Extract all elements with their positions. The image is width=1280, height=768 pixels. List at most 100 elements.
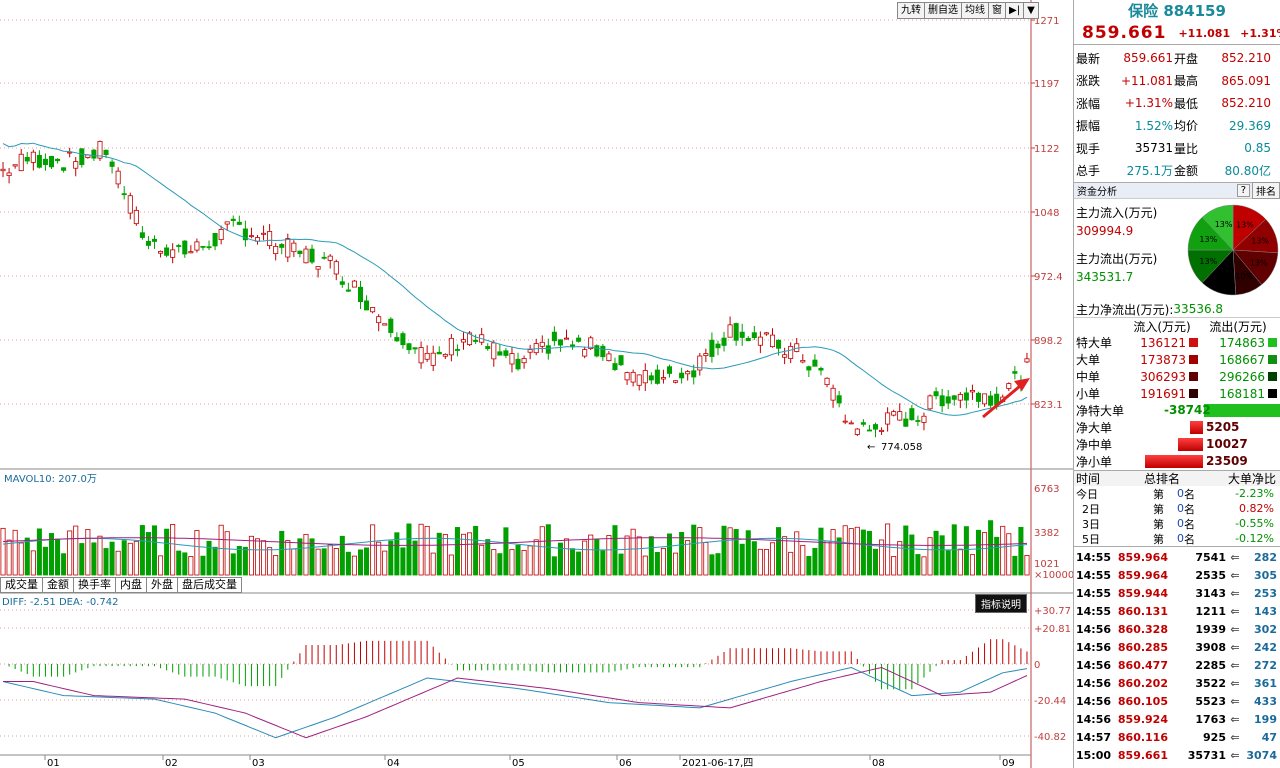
candle-body	[776, 339, 782, 349]
candle-body	[745, 337, 751, 342]
candle-body	[357, 286, 364, 302]
tick-time: 14:55	[1076, 550, 1112, 564]
volume-bar	[151, 525, 158, 576]
main-inflow-value: 309994.9	[1076, 224, 1134, 238]
volume-bar	[939, 535, 945, 576]
volume-bar	[982, 532, 988, 576]
quote-value: 0.85	[1244, 141, 1271, 156]
tick-list[interactable]: 14:55 859.964 7541 ⇐ 282 14:55 859.964 2535 ⇐ 305…	[1074, 547, 1280, 764]
col-outflow: 流出(万元)	[1209, 319, 1267, 334]
macd-help-button[interactable]: 指标说明	[975, 594, 1027, 613]
candle-body	[945, 396, 951, 404]
quote-panel: 保险 884159 859.661 +11.081 +1.31% 最新 859.6…	[1073, 0, 1280, 768]
macd-tick-label: 0	[1034, 660, 1040, 671]
candle-body	[261, 232, 267, 235]
volume-bar	[933, 530, 939, 576]
tick-count: 272	[1254, 658, 1277, 672]
candle-body	[376, 316, 382, 324]
candle-body	[364, 300, 370, 311]
volume-bar	[206, 540, 212, 576]
tick-time: 14:56	[1076, 712, 1112, 726]
volume-bar	[527, 545, 533, 576]
tick-arrow-icon: ⇐	[1230, 730, 1240, 744]
volume-bar	[757, 548, 763, 576]
quote-label: 总手	[1076, 164, 1101, 179]
pie-label: 13%	[1199, 257, 1217, 266]
macd-tick-label: +30.77	[1034, 606, 1071, 617]
volume-bar	[860, 529, 866, 576]
tab-amount[interactable]: 金额	[43, 577, 74, 593]
volume-bar	[515, 544, 521, 576]
net-flow-value: 10027	[1206, 437, 1248, 451]
help-button[interactable]: ?	[1236, 184, 1250, 197]
tab-outer[interactable]: 外盘	[147, 577, 178, 593]
net-flow-row: 净小单 23509	[1074, 453, 1280, 470]
candle-body	[594, 345, 600, 357]
flow-in-swatch	[1189, 355, 1198, 364]
volume-bar	[1012, 555, 1018, 576]
volume-bar	[830, 529, 836, 576]
candle-body	[612, 363, 618, 370]
volume-bar	[509, 549, 515, 576]
tick-price: 860.477	[1117, 658, 1168, 672]
ma-button[interactable]: 均线	[962, 3, 989, 18]
rank-col-time: 时间	[1076, 472, 1101, 486]
candle-body	[67, 151, 73, 154]
tick-time: 14:57	[1076, 730, 1112, 744]
tab-inner[interactable]: 内盘	[116, 577, 147, 593]
date-tick-label: 09	[1002, 758, 1015, 768]
rank-prefix: 第	[1153, 502, 1164, 516]
remove-favorite-button[interactable]: 删自选	[925, 3, 962, 18]
volume-ma-line-2	[2, 537, 1028, 546]
volume-bar	[1006, 533, 1012, 576]
volume-bar	[812, 547, 818, 576]
net-flow-table: 净特大单 -38742 净大单 5205 净中单 10027 净小单 23509	[1074, 402, 1280, 470]
volume-bar	[642, 555, 648, 576]
net-flow-name: 净小单	[1076, 455, 1113, 469]
candle-body	[1006, 383, 1012, 389]
kline-chart-area[interactable]: ← 774.058 MAVOL10: 207.0万 DIFF: -2.51 DE…	[0, 0, 1073, 768]
candle-body	[533, 343, 539, 354]
rank-button[interactable]: 排名	[1252, 182, 1280, 199]
window-button[interactable]: 窗	[989, 3, 1006, 18]
dropdown-icon[interactable]: ▼	[1027, 5, 1035, 16]
tick-count: 302	[1254, 622, 1277, 636]
tab-after-hours[interactable]: 盘后成交量	[178, 577, 242, 593]
candle-body	[660, 377, 666, 380]
volume-bar	[491, 549, 497, 576]
volume-bar	[442, 534, 448, 576]
play-end-icon[interactable]: ▶|	[1006, 3, 1025, 18]
volume-bar	[357, 549, 364, 576]
flow-out-swatch	[1268, 372, 1277, 381]
volume-bar	[866, 530, 872, 576]
tab-turnover[interactable]: 换手率	[74, 577, 116, 593]
stock-title: 保险 884159	[1074, 0, 1280, 22]
tick-count: 3074	[1246, 748, 1277, 762]
quote-label: 开盘	[1174, 51, 1199, 66]
tick-row: 14:55 859.944 3143 ⇐ 253	[1074, 584, 1280, 602]
volume-bar	[915, 554, 921, 576]
flow-out-swatch	[1268, 338, 1277, 347]
volume-bar	[345, 551, 351, 576]
candle-body	[12, 164, 18, 167]
volume-tabs: 成交量 金额 换手率 内盘 外盘 盘后成交量	[0, 577, 242, 593]
quote-value: 1.52%	[1134, 118, 1173, 133]
volume-bar	[188, 556, 194, 576]
flow-name: 大单	[1076, 353, 1101, 367]
tick-arrow-icon: ⇐	[1230, 712, 1240, 726]
candle-body	[145, 240, 151, 246]
candle-body	[315, 266, 321, 270]
candle-body	[1012, 371, 1018, 374]
candle-body	[388, 318, 394, 333]
rank-prefix: 第	[1153, 517, 1164, 531]
quote-label: 最新	[1076, 51, 1101, 66]
tab-volume[interactable]: 成交量	[0, 577, 43, 593]
candle-body	[48, 155, 55, 168]
volume-bar	[254, 538, 261, 576]
rank-table: 今日第 0 名 -2.23% 2日第 0 名 0.82% 3日第 0 名 -0.55% 5日第 0 名 -0.…	[1074, 486, 1280, 547]
volume-bar	[824, 540, 830, 576]
candle-body	[751, 332, 757, 339]
candle-body	[933, 391, 939, 397]
jiuzhuan-button[interactable]: 九转	[898, 3, 925, 18]
candle-body	[818, 367, 824, 371]
